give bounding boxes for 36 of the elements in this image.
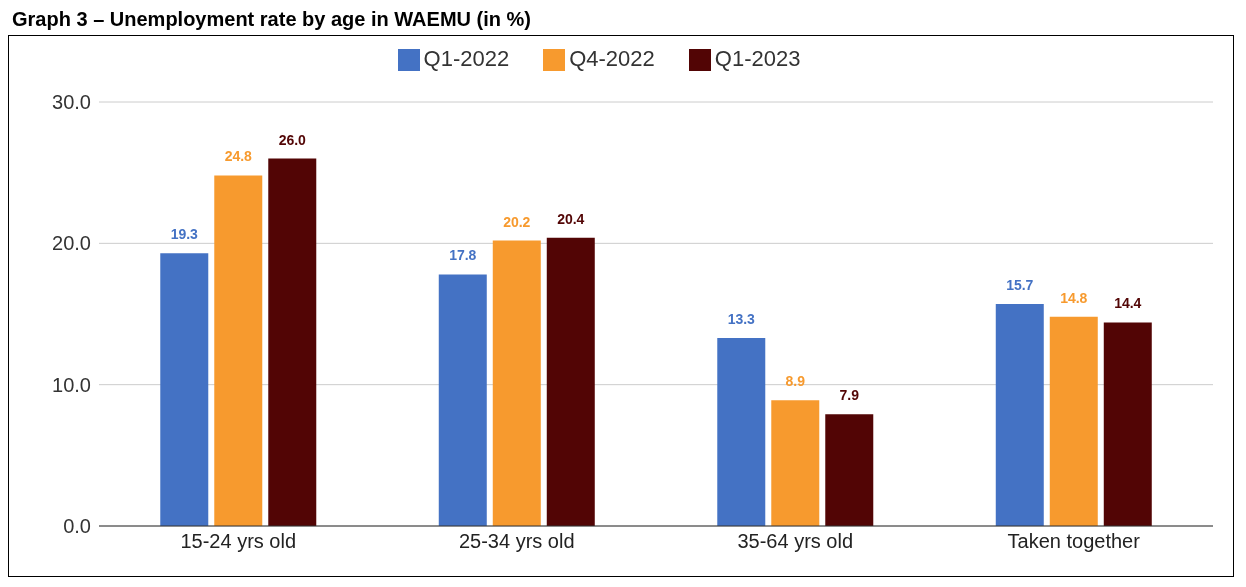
data-label: 24.8 — [224, 148, 253, 165]
bar — [438, 274, 487, 526]
data-label: 14.4 — [1114, 295, 1142, 312]
bar — [1103, 322, 1152, 526]
x-tick-label: 25-34 yrs old — [458, 530, 575, 553]
data-label: 20.4 — [557, 210, 585, 227]
data-label: 14.8 — [1060, 289, 1088, 306]
data-label: 17.8 — [449, 247, 477, 264]
legend-label: Q1-2022 — [423, 46, 510, 71]
data-label: 13.3 — [727, 311, 756, 328]
bar — [717, 338, 766, 526]
bar — [546, 237, 595, 526]
data-label: 19.3 — [170, 226, 199, 243]
bar — [1049, 316, 1098, 526]
data-label: 26.0 — [278, 131, 307, 148]
bar — [268, 158, 317, 526]
y-tick-label: 30.0 — [52, 91, 91, 114]
data-label: 15.7 — [1006, 277, 1034, 294]
bar — [160, 253, 209, 526]
data-label: 20.2 — [503, 213, 531, 230]
bar — [995, 304, 1044, 526]
y-tick-label: 0.0 — [63, 515, 91, 538]
x-tick-label: 35-64 yrs old — [737, 530, 854, 553]
bar — [214, 175, 263, 526]
y-tick-label: 20.0 — [52, 232, 91, 255]
chart-title: Graph 3 – Unemployment rate by age in WAEMU (in %) — [12, 8, 532, 31]
legend-label: Q4-2022 — [569, 46, 655, 71]
data-label: 8.9 — [785, 373, 806, 390]
x-tick-label: Taken together — [1007, 530, 1141, 553]
bar — [771, 400, 820, 526]
legend-label: Q1-2023 — [714, 46, 801, 71]
data-label: 7.9 — [839, 387, 860, 404]
bar — [825, 414, 874, 526]
y-tick-label: 10.0 — [52, 373, 91, 396]
bar — [492, 240, 541, 526]
x-tick-label: 15-24 yrs old — [180, 530, 297, 553]
